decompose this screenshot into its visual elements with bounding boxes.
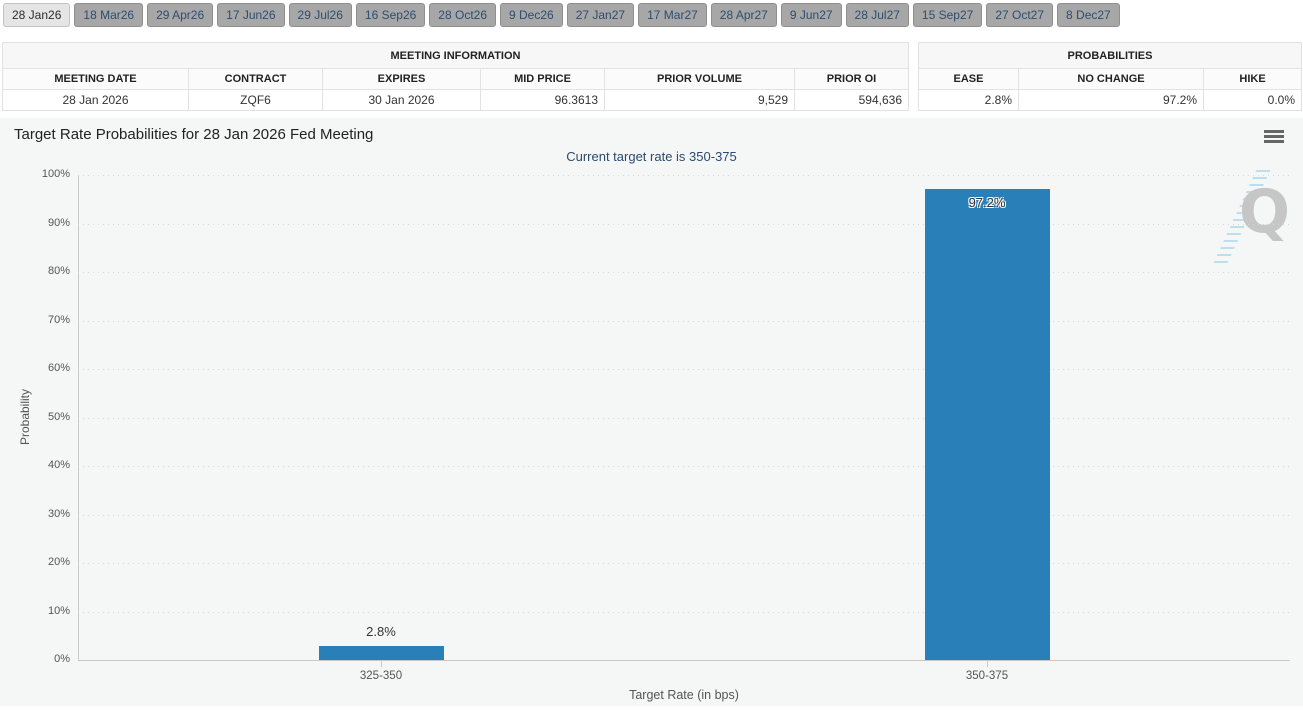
- x-tick-mark: [987, 661, 988, 667]
- tab-17-jun26[interactable]: 17 Jun26: [217, 3, 285, 27]
- column-header-row: MEETING DATE CONTRACT EXPIRES MID PRICE PRIO…: [2, 68, 909, 90]
- cell: 30 Jan 2026: [322, 89, 481, 111]
- gridline: [78, 369, 1290, 370]
- y-tick-label: 50%: [47, 410, 70, 423]
- cell: 594,636: [794, 89, 909, 111]
- tab-28-apr27[interactable]: 28 Apr27: [710, 3, 777, 27]
- gridline: [78, 417, 1290, 419]
- menu-bar-line: [1264, 130, 1284, 133]
- cell: 28 Jan 2026: [2, 89, 189, 111]
- x-category-label: 350-375: [965, 670, 1009, 682]
- probabilities-table: PROBABILITIES EASE NO CHANGE HIKE 2.8% 97.2% 0…: [917, 42, 1303, 111]
- tab-17-mar27[interactable]: 17 Mar27: [638, 3, 707, 27]
- table-title: PROBABILITIES: [917, 42, 1303, 69]
- chart-title: Target Rate Probabilities for 28 Jan 202…: [14, 126, 374, 143]
- tab-27-jan27[interactable]: 27 Jan27: [566, 3, 635, 27]
- y-tick-label: 20%: [47, 556, 70, 568]
- y-tick-label: 80%: [47, 265, 70, 277]
- cell: 2.8%: [918, 89, 1019, 111]
- tab-9-dec26[interactable]: 9 Dec26: [500, 3, 563, 27]
- watermark-q-letter: Q: [1238, 177, 1290, 247]
- column-header-row: EASE NO CHANGE HIKE: [918, 68, 1303, 90]
- column-header: PRIOR OI: [794, 68, 909, 90]
- meeting-information-table: MEETING INFORMATION MEETING DATE CONTRACT E…: [2, 42, 909, 111]
- gridline: [78, 223, 1290, 225]
- table-row: 2.8% 97.2% 0.0%: [918, 89, 1303, 111]
- gridline: [78, 611, 1290, 613]
- column-header: EXPIRES: [322, 68, 481, 90]
- tab-bar: 28 Jan26 18 Mar26 29 Apr26 17 Jun26 29 Jul26…: [3, 3, 1120, 27]
- tab-18-mar26[interactable]: 18 Mar26: [74, 3, 144, 27]
- gridline: [78, 514, 1290, 516]
- y-tick-label: 100%: [41, 168, 70, 180]
- cell: ZQF6: [188, 89, 323, 111]
- hamburger-menu-icon[interactable]: [1264, 130, 1284, 145]
- x-axis-title: Target Rate (in bps): [629, 688, 739, 702]
- table-row: 28 Jan 2026 ZQF6 30 Jan 2026 96.3613 9,529 59…: [2, 89, 909, 111]
- tab-29-jul26[interactable]: 29 Jul26: [288, 3, 352, 27]
- tab-28-jul27[interactable]: 28 Jul27: [845, 3, 909, 27]
- y-tick-label: 70%: [47, 313, 70, 326]
- cell: 97.2%: [1018, 89, 1204, 111]
- y-tick-label: 0%: [54, 653, 70, 665]
- column-header: MID PRICE: [480, 68, 605, 90]
- y-tick-label: 40%: [47, 459, 70, 471]
- gridline: [78, 272, 1290, 273]
- column-header: HIKE: [1202, 68, 1303, 90]
- tab-16-sep26[interactable]: 16 Sep26: [355, 3, 426, 27]
- cell: 96.3613: [480, 89, 605, 111]
- y-tick-label: 60%: [47, 362, 70, 374]
- y-tick-label: 30%: [47, 507, 70, 520]
- column-header: NO CHANGE: [1018, 68, 1204, 90]
- gridline: [78, 320, 1290, 322]
- tab-15-sep27[interactable]: 15 Sep27: [912, 3, 983, 27]
- column-header: EASE: [918, 68, 1019, 90]
- quikstrike-watermark-logo: Q: [1206, 170, 1294, 264]
- x-tick-mark: [381, 661, 382, 667]
- x-category-label: 325-350: [359, 670, 403, 682]
- y-tick-label: 10%: [47, 604, 70, 617]
- bar-value-label: 97.2%: [968, 194, 1006, 210]
- bar-value-label: 2.8%: [366, 624, 396, 640]
- tab-8-dec27[interactable]: 8 Dec27: [1057, 3, 1120, 27]
- table-title: MEETING INFORMATION: [2, 42, 909, 69]
- x-axis-line: [78, 660, 1290, 661]
- menu-bar-line: [1264, 135, 1284, 138]
- tab-29-apr26[interactable]: 29 Apr26: [147, 3, 214, 27]
- tab-9-jun27[interactable]: 9 Jun27: [780, 3, 842, 27]
- tab-28-oct26[interactable]: 28 Oct26: [429, 3, 496, 27]
- column-header: MEETING DATE: [2, 68, 189, 90]
- bar-350-375[interactable]: [924, 188, 1050, 660]
- gridline: [78, 175, 1290, 176]
- cell: 0.0%: [1202, 89, 1303, 111]
- tab-28-jan26[interactable]: 28 Jan26: [3, 3, 71, 27]
- menu-bar-line: [1264, 140, 1284, 143]
- chart-panel: Target Rate Probabilities for 28 Jan 202…: [0, 118, 1303, 706]
- column-header: CONTRACT: [188, 68, 323, 90]
- column-header: PRIOR VOLUME: [604, 68, 795, 90]
- gridline: [78, 466, 1290, 467]
- y-tick-label: 90%: [47, 216, 70, 229]
- tab-27-oct27[interactable]: 27 Oct27: [986, 3, 1054, 27]
- chart-subtitle: Current target rate is 350-375: [566, 149, 737, 164]
- cell: 9,529: [604, 89, 795, 111]
- bar-325-350[interactable]: [318, 646, 444, 660]
- gridline: [78, 563, 1290, 564]
